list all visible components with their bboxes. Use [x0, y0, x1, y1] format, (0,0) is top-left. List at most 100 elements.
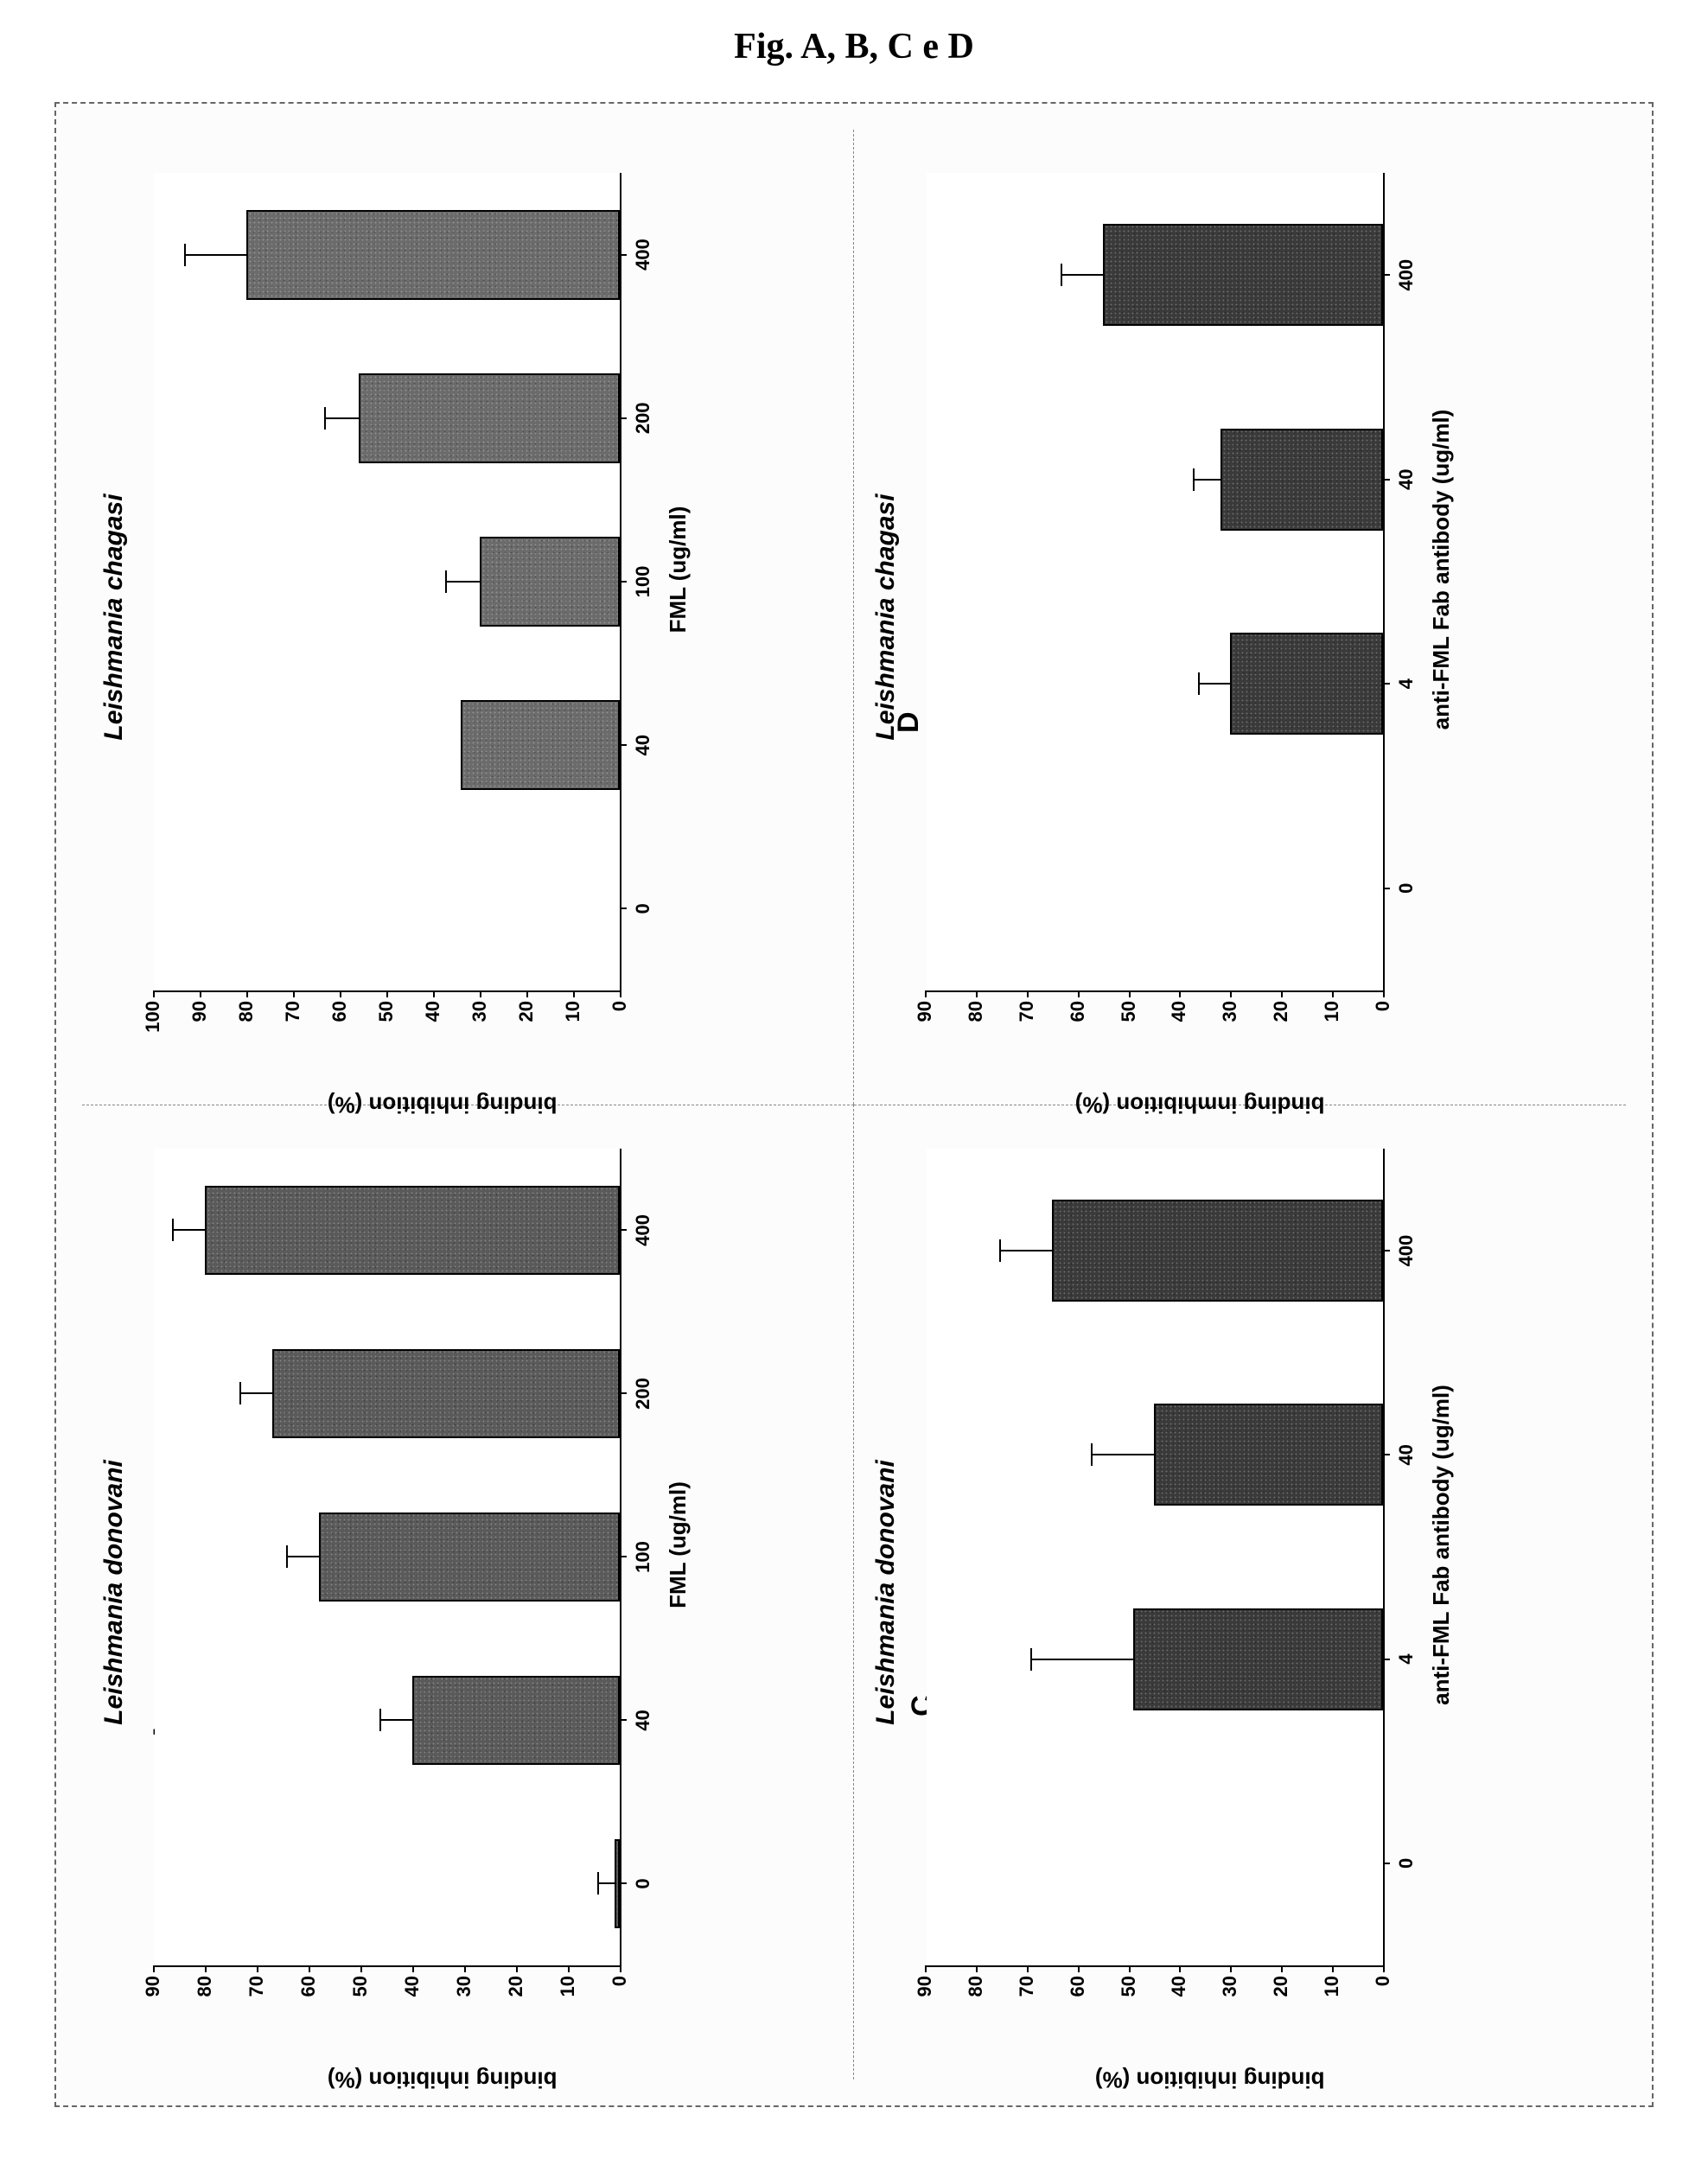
x-tick-label: 40	[620, 735, 654, 755]
y-tick: 20	[1270, 1965, 1292, 1996]
y-tick: 90	[914, 1965, 936, 1996]
error-cap	[597, 1873, 599, 1895]
y-tick: 70	[1016, 1965, 1038, 1996]
error-cap	[1061, 264, 1062, 286]
x-tick-label: 0	[620, 903, 654, 914]
panel-a: Leishmania donovaniAbinding inhibition (…	[82, 1105, 854, 2079]
error-cap	[172, 1220, 174, 1242]
y-tick: 40	[1168, 990, 1190, 1022]
y-axis-label: binding inhibition (%)	[298, 1092, 558, 1118]
x-tick-label: 4	[1383, 1654, 1418, 1665]
chart-area: 0102030405060708090040100200400	[155, 1149, 621, 1967]
x-tick-label: 200	[620, 1378, 654, 1410]
bar	[1154, 1404, 1383, 1506]
y-tick: 60	[328, 990, 351, 1022]
bar	[359, 373, 620, 463]
figure-container: Leishmania donovaniAbinding inhibition (…	[54, 102, 1654, 2107]
bar	[480, 537, 620, 627]
error-bar	[1093, 1454, 1154, 1455]
x-tick-label: 400	[620, 239, 654, 271]
error-bar	[1062, 274, 1103, 276]
y-tick: 30	[1219, 990, 1241, 1022]
y-tick: 20	[515, 990, 538, 1022]
error-cap	[379, 1710, 381, 1732]
page-title: Fig. A, B, C e D	[0, 0, 1708, 102]
error-bar	[447, 581, 480, 583]
x-tick-label: 400	[1383, 1235, 1418, 1267]
x-tick-label: 400	[1383, 259, 1418, 291]
y-tick: 30	[468, 990, 491, 1022]
x-axis-label: FML (ug/ml)	[665, 147, 691, 992]
y-tick: 10	[1321, 1965, 1343, 1996]
error-bar	[599, 1883, 615, 1885]
bar	[1052, 1200, 1383, 1302]
bar	[412, 1676, 620, 1766]
chart-area: 01020304050607080900440400	[927, 173, 1385, 992]
x-axis-label: FML (ug/ml)	[665, 1123, 691, 1967]
error-cap	[324, 407, 326, 430]
x-axis-label: anti-FML Fab antibody (ug/ml)	[1428, 147, 1455, 992]
panel-title: Leishmania donovani	[99, 1123, 129, 2062]
chart-area: 01020304050607080900440400	[927, 1149, 1385, 1967]
error-bar	[186, 254, 246, 256]
panel-title: Leishmania chagasi	[99, 147, 129, 1087]
y-tick: 50	[349, 1965, 372, 1996]
error-bar	[288, 1557, 319, 1558]
x-tick-label: 0	[1383, 1858, 1418, 1869]
y-axis-label: binding inhibition (%)	[1066, 2067, 1325, 2093]
y-tick: 10	[1321, 990, 1343, 1022]
bar	[461, 700, 620, 790]
x-tick-label: 4	[1383, 678, 1418, 689]
error-bar	[1001, 1250, 1052, 1251]
y-tick: 60	[1067, 990, 1089, 1022]
x-tick-label: 40	[1383, 469, 1418, 490]
y-tick: 90	[188, 990, 211, 1022]
y-tick: 50	[1118, 1965, 1140, 1996]
y-tick: 50	[375, 990, 398, 1022]
panel-b: Leishmania chagasiBbinding inhibition (%…	[82, 130, 854, 1105]
bar	[1133, 1608, 1383, 1710]
error-cap	[1198, 672, 1200, 695]
y-tick: 60	[1067, 1965, 1089, 1996]
y-axis-label: binding inmhibition (%)	[1066, 1092, 1325, 1118]
error-cap	[445, 570, 447, 593]
y-tick: 80	[194, 1965, 216, 1996]
panel-title: Leishmania donovani	[871, 1123, 901, 2062]
bar	[246, 210, 620, 300]
chart-area: 0102030405060708090100040100200400	[155, 173, 621, 992]
panel-c: Leishmania donovaniCbinding inhibition (…	[854, 1105, 1626, 2079]
bar	[1220, 429, 1383, 531]
error-cap	[1030, 1648, 1032, 1671]
y-tick: 80	[235, 990, 258, 1022]
bar	[319, 1512, 620, 1602]
y-tick: 0	[1372, 1965, 1394, 1986]
error-cap	[286, 1546, 288, 1569]
error-bar	[1195, 479, 1220, 481]
x-tick-label: 0	[1383, 883, 1418, 894]
bar	[1230, 633, 1383, 735]
y-tick: 60	[297, 1965, 320, 1996]
error-bar	[241, 1393, 272, 1395]
y-tick: 0	[1372, 990, 1394, 1011]
bar	[615, 1839, 620, 1929]
panel-d: Leishmania chagasiDbinding inmhibition (…	[854, 130, 1626, 1105]
x-tick-label: 40	[620, 1710, 654, 1730]
error-cap	[184, 244, 186, 266]
x-tick-label: 200	[620, 402, 654, 434]
error-cap	[999, 1239, 1001, 1262]
x-axis-label: anti-FML Fab antibody (ug/ml)	[1428, 1123, 1455, 1967]
y-tick: 70	[1016, 990, 1038, 1022]
y-tick: 80	[965, 990, 987, 1022]
x-tick-label: 40	[1383, 1444, 1418, 1465]
x-tick-label: 100	[620, 566, 654, 598]
panel-title: Leishmania chagasi	[871, 147, 901, 1087]
y-tick: 30	[453, 1965, 475, 1996]
bar	[205, 1186, 620, 1276]
y-tick: 0	[609, 990, 631, 1011]
error-bar	[326, 417, 359, 419]
error-bar	[381, 1720, 412, 1722]
y-tick: 40	[422, 990, 444, 1022]
y-tick: 70	[282, 990, 304, 1022]
y-tick: 50	[1118, 990, 1140, 1022]
y-tick: 10	[562, 990, 584, 1022]
